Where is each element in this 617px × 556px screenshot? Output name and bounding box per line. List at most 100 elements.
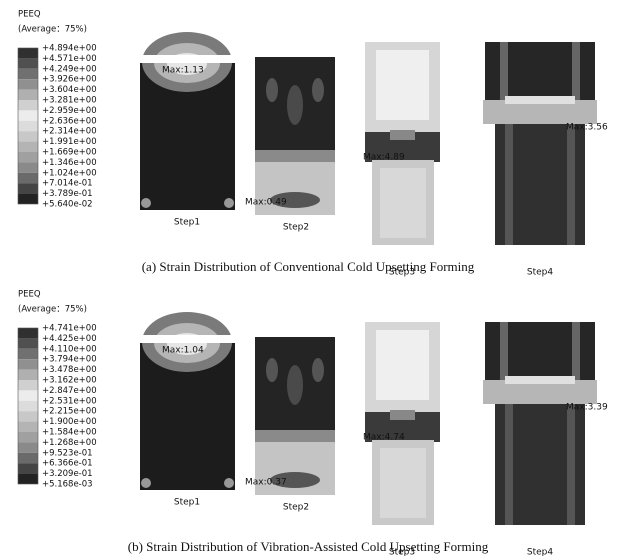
- legend-label: +7.014e-01: [42, 179, 93, 189]
- contour: [505, 124, 513, 245]
- contour: [505, 376, 575, 384]
- legend-swatch: [18, 401, 38, 411]
- legend-label: +3.209e-01: [42, 469, 93, 479]
- max-annotation: Max:0.49: [245, 198, 287, 208]
- legend-label: +4.425e+00: [42, 334, 97, 344]
- legend-label: +9.523e-01: [42, 448, 93, 458]
- contour: [255, 150, 335, 162]
- contour: [505, 404, 513, 525]
- caption: (b) Strain Distribution of Vibration-Ass…: [128, 539, 489, 554]
- figure: PEEQ(Average：75%)+4.894e+00+4.571e+00+4.…: [0, 0, 617, 556]
- legend-swatch: [18, 370, 38, 380]
- contour: [266, 78, 278, 102]
- max-annotation: Max:1.13: [162, 66, 204, 76]
- legend-label: +2.215e+00: [42, 407, 97, 417]
- legend-swatch: [18, 142, 38, 152]
- legend-swatch: [18, 100, 38, 110]
- legend-label: +3.789e-01: [42, 189, 93, 199]
- contour: [287, 365, 303, 405]
- legend-label: +3.926e+00: [42, 75, 97, 85]
- legend-swatch: [18, 422, 38, 432]
- legend-swatch: [18, 90, 38, 100]
- contour: [141, 198, 151, 208]
- contour: [567, 404, 575, 525]
- contour: [376, 50, 429, 120]
- step-label: Step2: [283, 223, 309, 233]
- contour: [572, 322, 580, 380]
- step-label: Step4: [527, 268, 553, 278]
- legend-label: +1.900e+00: [42, 417, 97, 427]
- legend-swatch: [18, 380, 38, 390]
- step-label: Step1: [174, 498, 200, 508]
- legend-swatch: [18, 474, 38, 484]
- contour: [224, 478, 234, 488]
- legend-swatch: [18, 110, 38, 120]
- legend-swatch: [18, 359, 38, 369]
- legend-swatch: [18, 131, 38, 141]
- legend-label: +3.162e+00: [42, 376, 97, 386]
- caption: (a) Strain Distribution of Conventional …: [142, 259, 475, 274]
- contour: [380, 168, 426, 238]
- legend-label: +2.531e+00: [42, 396, 97, 406]
- contour: [255, 430, 335, 442]
- max-annotation: Max:0.37: [245, 478, 287, 488]
- legend-swatch: [18, 432, 38, 442]
- legend-swatch: [18, 194, 38, 204]
- legend-label: +5.640e-02: [42, 200, 93, 210]
- legend-label: +4.571e+00: [42, 54, 97, 64]
- legend-label: +5.168e-03: [42, 480, 93, 490]
- legend-swatch: [18, 338, 38, 348]
- legend-swatch: [18, 183, 38, 193]
- legend-swatch: [18, 121, 38, 131]
- contour: [390, 410, 415, 420]
- step-label: Step4: [527, 548, 553, 556]
- legend-swatch: [18, 48, 38, 58]
- legend-label: +4.741e+00: [42, 324, 97, 334]
- contour: [224, 198, 234, 208]
- max-annotation: Max:3.39: [566, 403, 608, 413]
- contour: [141, 478, 151, 488]
- legend-label: +2.636e+00: [42, 116, 97, 126]
- contour: [140, 55, 235, 63]
- legend-label: +1.346e+00: [42, 158, 97, 168]
- legend-swatch: [18, 442, 38, 452]
- legend-label: +1.024e+00: [42, 168, 97, 178]
- legend-swatch: [18, 79, 38, 89]
- contour: [140, 335, 235, 343]
- legend-label: +2.314e+00: [42, 127, 97, 137]
- max-annotation: Max:4.74: [363, 433, 405, 443]
- legend-label: +4.249e+00: [42, 64, 97, 74]
- step-label: Step2: [283, 503, 309, 513]
- contour: [312, 358, 324, 382]
- contour: [266, 358, 278, 382]
- legend-label: +4.110e+00: [42, 344, 97, 354]
- contour: [505, 96, 575, 104]
- legend-title: PEEQ: [18, 10, 41, 20]
- legend-swatch: [18, 453, 38, 463]
- legend-swatch: [18, 390, 38, 400]
- legend-label: +3.604e+00: [42, 85, 97, 95]
- contour: [287, 85, 303, 125]
- legend-swatch: [18, 152, 38, 162]
- legend-label: +1.669e+00: [42, 148, 97, 158]
- contour: [376, 330, 429, 400]
- contour: [567, 124, 575, 245]
- contour: [500, 322, 508, 380]
- legend-swatch: [18, 463, 38, 473]
- legend-label: +2.959e+00: [42, 106, 97, 116]
- legend-swatch: [18, 328, 38, 338]
- max-annotation: Max:4.89: [363, 153, 405, 163]
- legend-label: +3.794e+00: [42, 355, 97, 365]
- max-annotation: Max:1.04: [162, 346, 204, 356]
- max-annotation: Max:3.56: [566, 123, 608, 133]
- contour: [500, 42, 508, 100]
- legend-label: +4.894e+00: [42, 44, 97, 54]
- legend-subtitle: (Average：75%): [18, 25, 87, 35]
- legend-swatch: [18, 173, 38, 183]
- legend-label: +3.478e+00: [42, 365, 97, 375]
- legend-swatch: [18, 349, 38, 359]
- legend-label: +1.268e+00: [42, 438, 97, 448]
- legend-swatch: [18, 411, 38, 421]
- legend-label: +6.366e-01: [42, 459, 93, 469]
- legend-title: PEEQ: [18, 290, 41, 300]
